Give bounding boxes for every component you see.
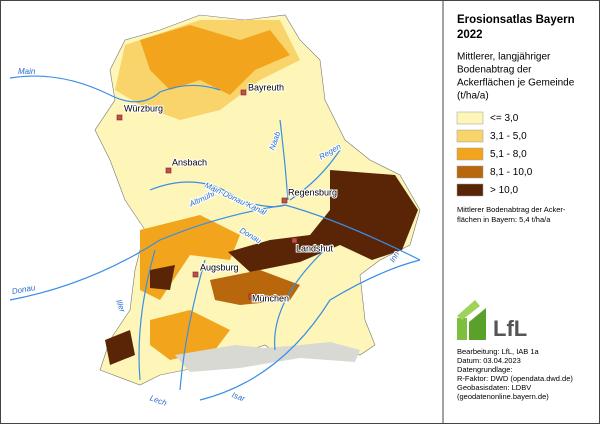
river bbox=[9, 75, 221, 103]
city-marker bbox=[116, 114, 123, 121]
map bbox=[9, 14, 421, 401]
river bbox=[149, 181, 286, 208]
river bbox=[9, 204, 421, 301]
credit: Bearbeitung: LfL, IAB 1a bbox=[457, 347, 540, 356]
legend-swatch bbox=[456, 147, 484, 161]
city-marker bbox=[281, 197, 288, 204]
river-label: Main bbox=[18, 67, 36, 76]
legend-label: <= 3,0 bbox=[490, 113, 519, 124]
legend-heading: Ackerflächen je Gemeinde bbox=[457, 78, 575, 89]
city-marker bbox=[248, 293, 255, 300]
river bbox=[138, 249, 156, 381]
legend-label: > 10,0 bbox=[490, 185, 519, 196]
legend-label: 5,1 - 8,0 bbox=[490, 149, 527, 160]
logo-text: LfL bbox=[493, 316, 527, 341]
credit: Datum: 03.04.2023 bbox=[457, 356, 521, 365]
region-high bbox=[150, 310, 230, 360]
city-label: Ansbach bbox=[172, 157, 207, 167]
city-label: Bayreuth bbox=[248, 82, 284, 92]
city-label: München bbox=[252, 293, 289, 303]
credit: Geobasisdaten: LDBV bbox=[457, 383, 531, 392]
city-marker bbox=[240, 89, 247, 96]
legend-heading: Bodenabtrag der bbox=[457, 65, 532, 76]
river bbox=[274, 244, 331, 351]
region-top bbox=[228, 170, 418, 272]
city-label: Landshut bbox=[296, 243, 334, 253]
city-label: Würzburg bbox=[124, 103, 163, 113]
legend-label: 3,1 - 5,0 bbox=[490, 131, 527, 142]
note: Mittlerer Bodenabtrag der Acker- bbox=[457, 205, 566, 214]
credit: Datengrundlage: bbox=[457, 365, 512, 374]
region-top bbox=[150, 265, 175, 290]
legend-swatch bbox=[456, 129, 484, 143]
legend-swatch bbox=[456, 165, 484, 179]
city-markers bbox=[116, 89, 298, 300]
city-marker bbox=[165, 167, 172, 174]
title: 2022 bbox=[457, 29, 483, 41]
city-label: Augsburg bbox=[200, 262, 239, 272]
region-high bbox=[140, 25, 290, 95]
logo: LfL bbox=[457, 300, 527, 341]
river bbox=[279, 119, 289, 201]
legend-heading: Mittlerer, langjähriger bbox=[457, 52, 551, 63]
city-marker bbox=[291, 237, 298, 244]
credit: R-Faktor: DWD (opendata.dwd.de) bbox=[457, 374, 573, 383]
river bbox=[289, 149, 341, 201]
river bbox=[179, 259, 206, 391]
legend-label: 8,1 - 10,0 bbox=[490, 167, 533, 178]
city-marker bbox=[192, 271, 199, 278]
river bbox=[199, 259, 421, 401]
alps bbox=[175, 342, 360, 372]
city-label: Regensburg bbox=[288, 187, 337, 197]
title: Erosionsatlas Bayern bbox=[457, 14, 575, 26]
region-vhigh bbox=[210, 270, 300, 305]
legend-heading: (t/ha/a) bbox=[457, 91, 489, 102]
legend-swatch bbox=[456, 111, 484, 125]
note: flächen in Bayern: 5,4 t/ha/a bbox=[457, 215, 551, 224]
region-top bbox=[105, 330, 135, 365]
credit: (geodatenonline.bayern.de) bbox=[457, 392, 549, 401]
legend-swatch bbox=[456, 183, 484, 197]
legend: <= 3,0 3,1 - 5,0 5,1 - 8,0 8,1 - 10,0 > 10,0 bbox=[456, 111, 533, 197]
